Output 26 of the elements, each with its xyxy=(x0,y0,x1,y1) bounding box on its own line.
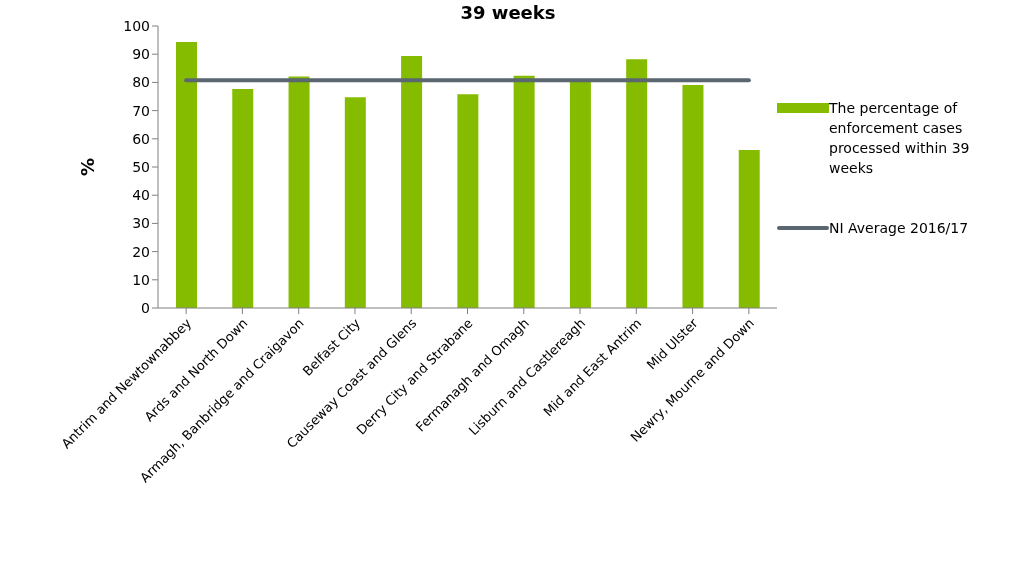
bar xyxy=(569,80,591,308)
y-tick-label: 60 xyxy=(132,130,150,147)
y-tick-label: 100 xyxy=(123,17,150,34)
y-tick-label: 50 xyxy=(132,158,150,175)
y-tick-label: 40 xyxy=(132,187,150,204)
y-axis-title: % xyxy=(77,157,99,177)
bar xyxy=(401,55,423,308)
y-tick-label: 20 xyxy=(132,243,150,260)
bar xyxy=(457,94,479,308)
bar xyxy=(738,150,760,308)
bar xyxy=(682,84,704,308)
bar xyxy=(626,59,648,308)
legend-label: The percentage of enforcement cases processed within 39 weeks xyxy=(829,99,971,178)
y-tick-label: 0 xyxy=(141,299,150,316)
bar xyxy=(232,88,254,308)
bar xyxy=(288,76,310,308)
y-tick-label: 10 xyxy=(132,271,150,288)
y-tick-label: 30 xyxy=(132,215,150,232)
legend-label: NI Average 2016/17 xyxy=(829,219,969,238)
bar xyxy=(513,75,535,308)
bar xyxy=(176,42,197,308)
bar xyxy=(344,97,366,308)
y-tick-label: 80 xyxy=(132,74,150,91)
y-tick-label: 90 xyxy=(132,46,150,63)
y-tick-label: 70 xyxy=(132,102,150,119)
chart-title: 39 weeks xyxy=(459,2,557,23)
